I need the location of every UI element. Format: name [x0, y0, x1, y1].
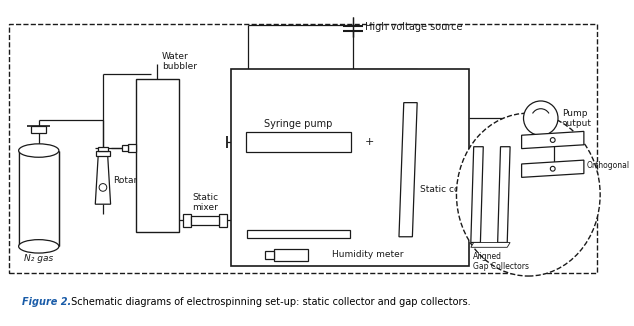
- Bar: [31, 126, 46, 133]
- Bar: [246, 132, 351, 152]
- Text: Aligned
Gap Collectors: Aligned Gap Collectors: [473, 252, 529, 272]
- Polygon shape: [95, 156, 110, 204]
- Text: Static collector: Static collector: [420, 185, 488, 194]
- Text: N₂ gas: N₂ gas: [24, 254, 53, 263]
- Text: Humidity meter: Humidity meter: [332, 250, 403, 259]
- Bar: [219, 214, 226, 227]
- Circle shape: [99, 184, 107, 191]
- Circle shape: [524, 101, 558, 136]
- Polygon shape: [522, 131, 584, 149]
- Bar: [122, 145, 128, 151]
- Ellipse shape: [18, 144, 59, 157]
- Bar: [19, 151, 58, 246]
- Bar: [96, 151, 110, 156]
- Ellipse shape: [456, 113, 600, 276]
- Text: Schematic diagrams of electrospinning set-up: static collector and gap collector: Schematic diagrams of electrospinning se…: [68, 297, 471, 307]
- Bar: [136, 79, 179, 232]
- Bar: [191, 216, 219, 225]
- Text: Static
mixer: Static mixer: [192, 193, 218, 212]
- Bar: [9, 24, 597, 273]
- Ellipse shape: [18, 240, 59, 253]
- Bar: [231, 69, 469, 265]
- Bar: [247, 230, 350, 238]
- Bar: [265, 251, 275, 259]
- Text: Figure 2.: Figure 2.: [22, 297, 72, 307]
- Text: High voltage source: High voltage source: [365, 22, 463, 32]
- Text: Orthogonal: Orthogonal: [586, 161, 630, 170]
- Text: Syringe pump: Syringe pump: [264, 119, 333, 128]
- Polygon shape: [471, 147, 483, 243]
- Text: +: +: [365, 137, 374, 147]
- Bar: [183, 214, 191, 227]
- Text: Pump
output: Pump output: [562, 109, 592, 128]
- Polygon shape: [522, 160, 584, 177]
- Polygon shape: [399, 103, 417, 237]
- Polygon shape: [498, 147, 510, 243]
- Polygon shape: [471, 243, 510, 247]
- Bar: [98, 147, 108, 151]
- Bar: [128, 144, 136, 152]
- Text: -: -: [408, 130, 413, 143]
- Bar: [275, 249, 308, 261]
- Text: Water
bubbler: Water bubbler: [162, 52, 197, 71]
- Text: Rotameter: Rotameter: [113, 176, 162, 185]
